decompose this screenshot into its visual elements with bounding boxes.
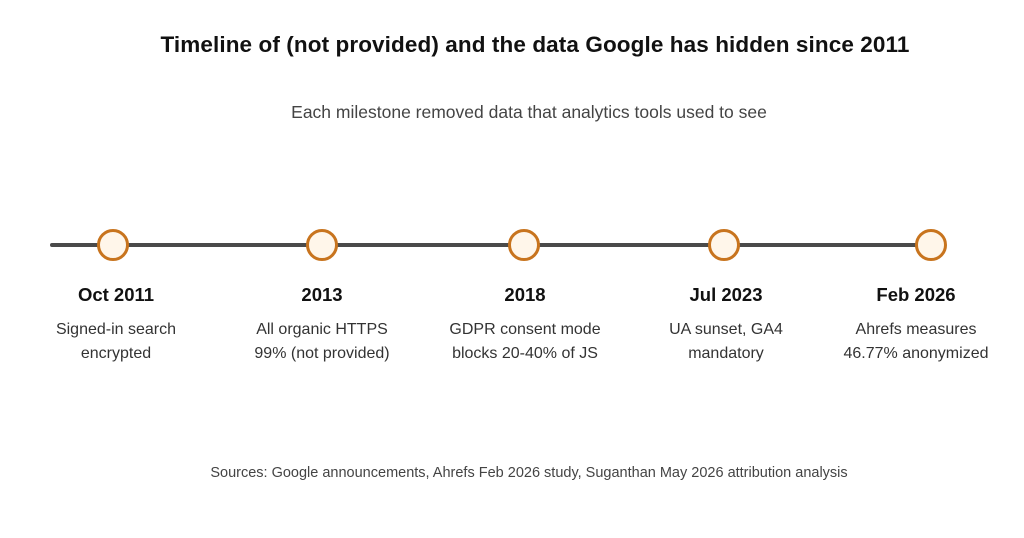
milestone-description-line: Signed-in search bbox=[55, 321, 177, 338]
milestone-description-line: 46.77% anonymized bbox=[843, 345, 989, 362]
milestone-marker-jul-2023 bbox=[708, 229, 740, 261]
milestone-description-line: GDPR consent mode bbox=[449, 321, 601, 338]
diagram-subtitle: Each milestone removed data that analyti… bbox=[291, 102, 767, 122]
milestone-description-line: encrypted bbox=[80, 345, 152, 362]
milestone-date: 2018 bbox=[504, 284, 546, 305]
milestone-description: Ahrefs measures 46.77% anonymized bbox=[814, 318, 1018, 366]
milestone-oct-2011: Oct 2011 Signed-in search encrypted bbox=[16, 284, 216, 366]
sources-note: Sources: Google announcements, Ahrefs Fe… bbox=[210, 465, 848, 481]
milestone-date: 2013 bbox=[301, 284, 343, 305]
milestone-description-line: All organic HTTPS bbox=[256, 321, 388, 338]
milestone-description: GDPR consent mode blocks 20-40% of JS bbox=[425, 318, 625, 366]
milestone-date: Oct 2011 bbox=[77, 284, 155, 305]
milestone-2013: 2013 All organic HTTPS 99% (not provided… bbox=[222, 284, 422, 366]
milestone-description-line: 99% (not provided) bbox=[254, 345, 390, 362]
milestone-description: Signed-in search encrypted bbox=[16, 318, 216, 366]
milestone-marker-feb-2026 bbox=[915, 229, 947, 261]
milestone-date: Feb 2026 bbox=[876, 284, 956, 305]
milestone-feb-2026: Feb 2026 Ahrefs measures 46.77% anonymiz… bbox=[814, 284, 1018, 366]
milestone-2018: 2018 GDPR consent mode blocks 20-40% of … bbox=[425, 284, 625, 366]
milestone-marker-2013 bbox=[306, 229, 338, 261]
milestone-description: All organic HTTPS 99% (not provided) bbox=[222, 318, 422, 366]
milestone-marker-2018 bbox=[508, 229, 540, 261]
milestone-date: Jul 2023 bbox=[689, 284, 763, 305]
milestone-description-line: blocks 20-40% of JS bbox=[452, 345, 598, 362]
milestone-description-line: mandatory bbox=[688, 345, 764, 362]
milestone-jul-2023: Jul 2023 UA sunset, GA4 mandatory bbox=[626, 284, 826, 366]
timeline-axis bbox=[50, 243, 945, 247]
milestone-description: UA sunset, GA4 mandatory bbox=[626, 318, 826, 366]
milestone-description-line: UA sunset, GA4 bbox=[669, 321, 783, 338]
diagram-title: Timeline of (not provided) and the data … bbox=[160, 32, 910, 57]
milestone-marker-oct-2011 bbox=[97, 229, 129, 261]
milestone-description-line: Ahrefs measures bbox=[855, 321, 977, 338]
